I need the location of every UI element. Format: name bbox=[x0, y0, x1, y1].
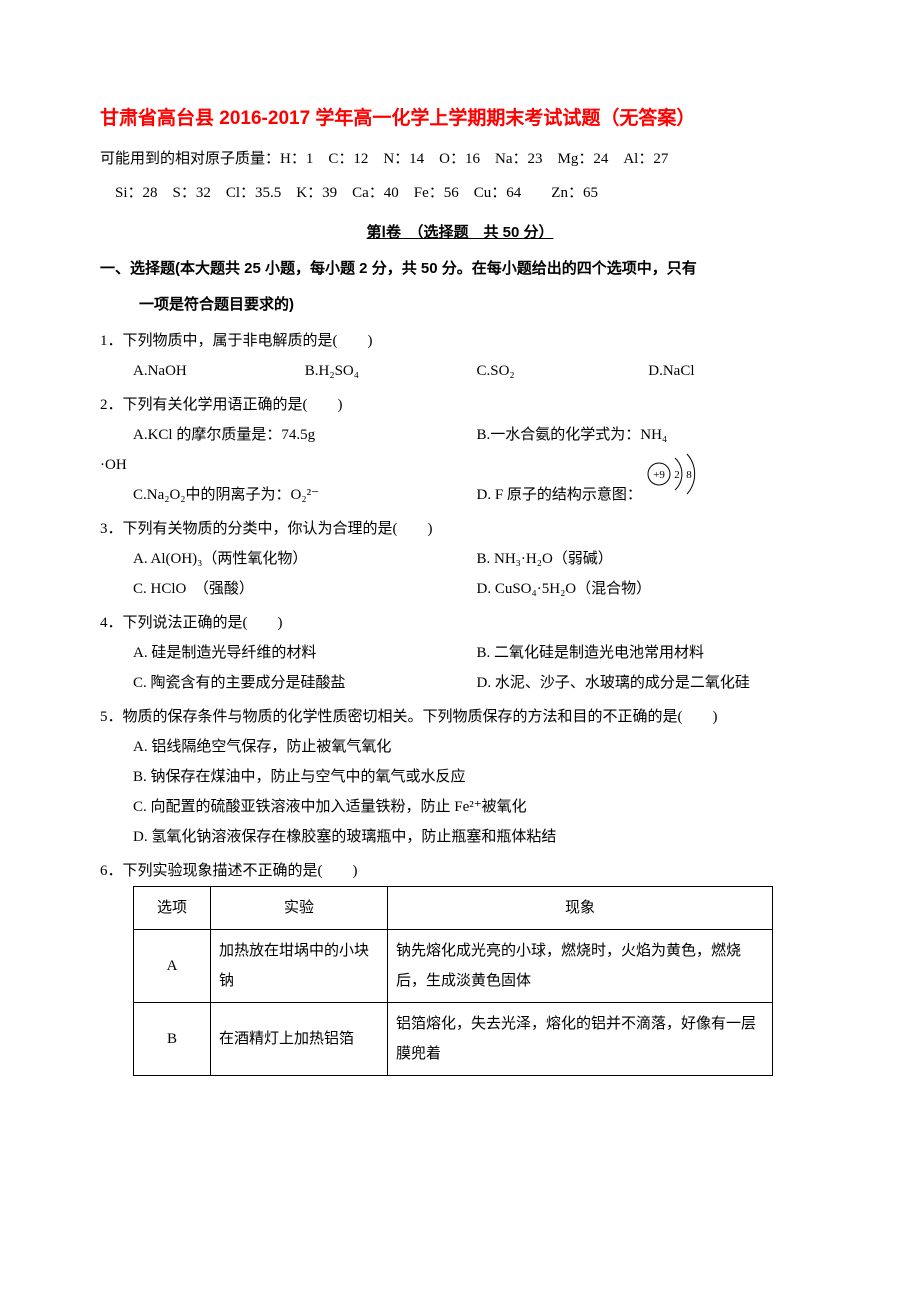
q5-option-b: B. 钠保存在煤油中，防止与空气中的氧气或水反应 bbox=[133, 762, 820, 792]
q4-stem: 4．下列说法正确的是( ) bbox=[100, 608, 820, 638]
q1-stem: 1．下列物质中，属于非电解质的是( ) bbox=[100, 326, 820, 356]
q1-option-d: D.NaCl bbox=[648, 356, 820, 386]
q6-stem: 6．下列实验现象描述不正确的是( ) bbox=[100, 856, 820, 886]
q1-options: A.NaOH B.H₂SO₄ C.SO₂ D.NaCl bbox=[100, 356, 820, 386]
section-1-instructions-l2: 一项是符合题目要求的) bbox=[100, 290, 820, 320]
atom-structure-diagram-icon: +9 2 8 bbox=[645, 450, 705, 498]
question-4: 4．下列说法正确的是( ) A. 硅是制造光导纤维的材料 B. 二氧化硅是制造光… bbox=[100, 608, 820, 698]
q6-th-phen: 现象 bbox=[388, 887, 773, 930]
q6-r1-phen: 铝箔熔化，失去光泽，熔化的铝并不滴落，好像有一层膜兜着 bbox=[388, 1003, 773, 1076]
question-3: 3．下列有关物质的分类中，你认为合理的是( ) A. Al(OH)₃（两性氧化物… bbox=[100, 514, 820, 604]
q6-th-opt: 选项 bbox=[134, 887, 211, 930]
table-header-row: 选项 实验 现象 bbox=[134, 887, 773, 930]
q6-table: 选项 实验 现象 A 加热放在坩埚中的小块钠 钠先熔化成光亮的小球，燃烧时，火焰… bbox=[133, 886, 773, 1076]
q4-option-a: A. 硅是制造光导纤维的材料 bbox=[133, 638, 477, 668]
table-row: B 在酒精灯上加热铝箔 铝箔熔化，失去光泽，熔化的铝并不滴落，好像有一层膜兜着 bbox=[134, 1003, 773, 1076]
question-6: 6．下列实验现象描述不正确的是( ) 选项 实验 现象 A 加热放在坩埚中的小块… bbox=[100, 856, 820, 1076]
q2-option-b-part1: B.一水合氨的化学式为：NH₄ bbox=[477, 420, 821, 450]
q6-r1-opt: B bbox=[134, 1003, 211, 1076]
q6-r1-exp: 在酒精灯上加热铝箔 bbox=[211, 1003, 388, 1076]
diagram-shell2: 8 bbox=[686, 469, 692, 481]
q2-option-c: C.Na₂O₂中的阴离子为：O₂²⁻ bbox=[133, 480, 477, 510]
atomic-masses-1: 可能用到的相对原子质量：H：1 C：12 N：14 O：16 Na：23 Mg：… bbox=[100, 144, 820, 174]
q5-stem: 5．物质的保存条件与物质的化学性质密切相关。下列物质保存的方法和目的不正确的是(… bbox=[100, 702, 820, 732]
q1-option-b: B.H₂SO₄ bbox=[305, 356, 477, 386]
q1-option-a: A.NaOH bbox=[133, 356, 305, 386]
q6-th-exp: 实验 bbox=[211, 887, 388, 930]
diagram-nucleus: +9 bbox=[653, 469, 665, 481]
q6-r0-phen: 钠先熔化成光亮的小球，燃烧时，火焰为黄色，燃烧后，生成淡黄色固体 bbox=[388, 930, 773, 1003]
q2-stem: 2．下列有关化学用语正确的是( ) bbox=[100, 390, 820, 420]
q6-r0-opt: A bbox=[134, 930, 211, 1003]
q5-option-d: D. 氢氧化钠溶液保存在橡胶塞的玻璃瓶中，防止瓶塞和瓶体粘结 bbox=[133, 822, 820, 852]
q3-option-a: A. Al(OH)₃（两性氧化物） bbox=[133, 544, 477, 574]
q6-r0-exp: 加热放在坩埚中的小块钠 bbox=[211, 930, 388, 1003]
q5-option-a: A. 铝线隔绝空气保存，防止被氧气氧化 bbox=[133, 732, 820, 762]
section-1-instructions-l1: 一、选择题(本大题共 25 小题，每小题 2 分，共 50 分。在每小题给出的四… bbox=[100, 254, 820, 284]
q4-options: A. 硅是制造光导纤维的材料 B. 二氧化硅是制造光电池常用材料 C. 陶瓷含有… bbox=[100, 638, 820, 698]
q3-option-b: B. NH₃·H₂O（弱碱） bbox=[477, 544, 821, 574]
q3-option-c: C. HClO （强酸） bbox=[133, 574, 477, 604]
q1-option-c: C.SO₂ bbox=[477, 356, 649, 386]
q2-option-a: A.KCl 的摩尔质量是：74.5g bbox=[133, 420, 477, 450]
q2-options-row1: A.KCl 的摩尔质量是：74.5g B.一水合氨的化学式为：NH₄ bbox=[100, 420, 820, 450]
atomic-masses-2: Si：28 S：32 Cl：35.5 K：39 Ca：40 Fe：56 Cu：6… bbox=[100, 178, 820, 208]
q3-option-d: D. CuSO₄·5H₂O（混合物） bbox=[477, 574, 821, 604]
q3-stem: 3．下列有关物质的分类中，你认为合理的是( ) bbox=[100, 514, 820, 544]
question-5: 5．物质的保存条件与物质的化学性质密切相关。下列物质保存的方法和目的不正确的是(… bbox=[100, 702, 820, 852]
q2-option-b-part2: ·OH bbox=[100, 450, 820, 480]
q2-options-row2: C.Na₂O₂中的阴离子为：O₂²⁻ D. F 原子的结构示意图： bbox=[100, 480, 820, 510]
question-1: 1．下列物质中，属于非电解质的是( ) A.NaOH B.H₂SO₄ C.SO₂… bbox=[100, 326, 820, 386]
q5-option-c: C. 向配置的硫酸亚铁溶液中加入适量铁粉，防止 Fe²⁺被氧化 bbox=[133, 792, 820, 822]
diagram-shell1: 2 bbox=[674, 469, 680, 481]
section-1-header: 第Ⅰ卷 （选择题 共 50 分） bbox=[100, 218, 820, 248]
q3-options: A. Al(OH)₃（两性氧化物） B. NH₃·H₂O（弱碱） C. HClO… bbox=[100, 544, 820, 604]
q4-option-b: B. 二氧化硅是制造光电池常用材料 bbox=[477, 638, 821, 668]
page-title: 甘肃省高台县 2016-2017 学年高一化学上学期期末考试试题（无答案） bbox=[100, 100, 820, 138]
question-2: 2．下列有关化学用语正确的是( ) A.KCl 的摩尔质量是：74.5g B.一… bbox=[100, 390, 820, 510]
table-row: A 加热放在坩埚中的小块钠 钠先熔化成光亮的小球，燃烧时，火焰为黄色，燃烧后，生… bbox=[134, 930, 773, 1003]
q5-options: A. 铝线隔绝空气保存，防止被氧气氧化 B. 钠保存在煤油中，防止与空气中的氧气… bbox=[100, 732, 820, 852]
q4-option-c: C. 陶瓷含有的主要成分是硅酸盐 bbox=[133, 668, 477, 698]
q4-option-d: D. 水泥、沙子、水玻璃的成分是二氧化硅 bbox=[477, 668, 821, 698]
